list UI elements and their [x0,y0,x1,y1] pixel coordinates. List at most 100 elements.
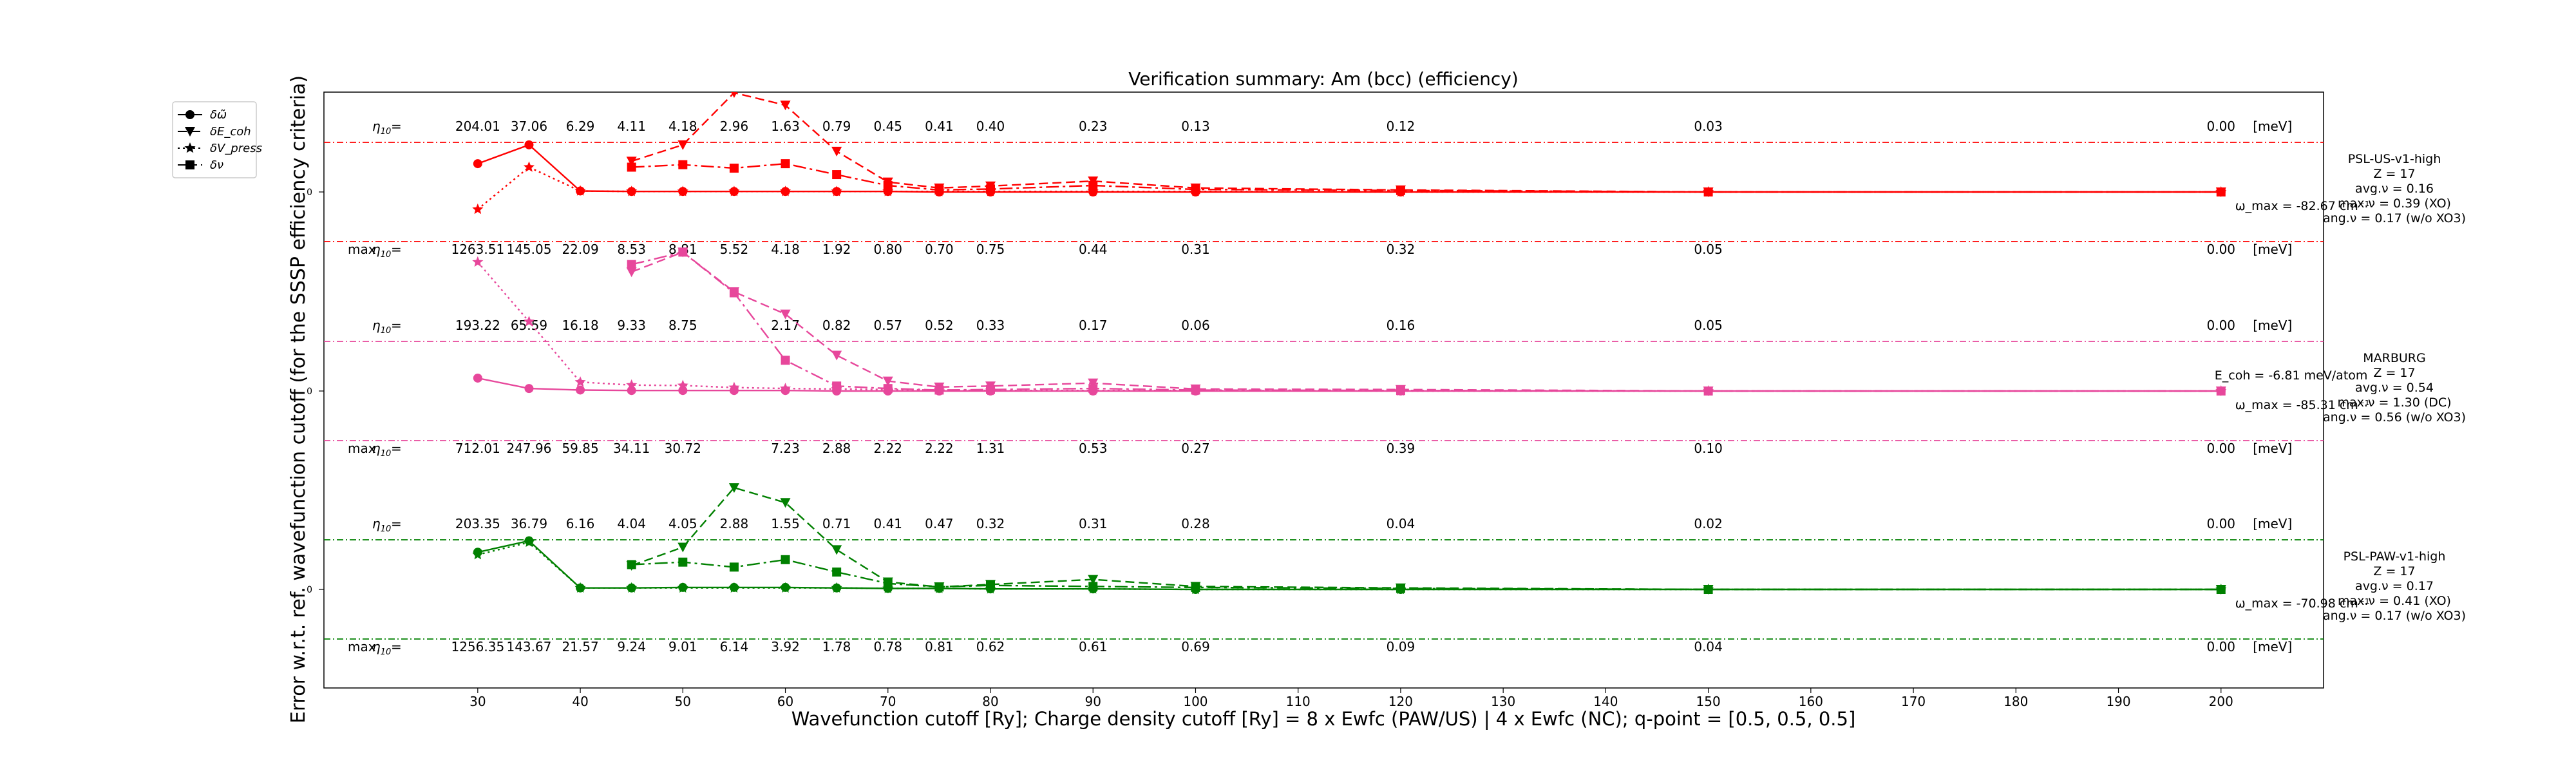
point-vpress [472,549,484,560]
x-tick-label-150: 150 [1696,694,1721,709]
max-eta10-label: η10 [372,242,391,260]
eta10-value: 0.31 [1079,516,1108,531]
x-tick-label-50: 50 [675,694,691,709]
eta10-value: 0.13 [1181,119,1210,134]
point-nu [1396,386,1405,396]
max-eta10-value: 0.62 [976,639,1005,654]
max-eta10-value: 8.53 [617,242,646,257]
eta10-value: 0.17 [1079,318,1108,333]
x-tick-label-110: 110 [1286,694,1311,709]
plot-area: 30 40 50 60 70 80 90 100 110 120 130 140 150 160 170 18… [307,91,2466,709]
point-vpress [574,185,586,196]
point-ecoh [626,157,637,167]
eta10-value: 2.96 [720,119,749,134]
panel-info-line: avg.ν = 0.17 [2355,579,2434,593]
max-eta10-value: 9.24 [617,639,646,654]
point-vpress [626,186,638,196]
point-omega [473,159,482,169]
legend-label-omega: δω̃ [210,108,227,122]
point-nu [729,288,739,298]
eta10-value: 0.02 [1694,516,1723,531]
point-ecoh [728,483,739,493]
eta10-value: 0.16 [1387,318,1416,333]
legend-label-nu: δν [210,158,223,172]
eta10-value: 0.28 [1181,516,1210,531]
eta10-value: 2.88 [720,516,749,531]
x-tick-label-180: 180 [2003,694,2028,709]
eta10-value: 6.16 [566,516,595,531]
point-ecoh [626,267,637,278]
series-line-nu [631,162,2221,193]
max-eta10-equals: = [391,639,402,654]
point-ecoh [677,542,688,553]
point-vpress [523,161,535,172]
point-ecoh [882,376,893,386]
point-vpress [574,582,586,593]
point-ecoh [780,309,791,320]
eta10-value: 0.04 [1387,516,1416,531]
point-nu [883,578,893,588]
panel-info-line: ang.ν = 0.17 (w/o XO3) [2323,211,2466,225]
eta10-equals: = [391,119,402,134]
max-eta10-label: η10 [372,441,391,459]
x-tick-label-80: 80 [982,694,998,709]
x-tick-label-160: 160 [1799,694,1823,709]
eta10-value: 0.12 [1387,119,1416,134]
point-vpress [780,383,791,394]
max-eta10-value: 9.01 [668,639,697,654]
max-eta10-value: 59.85 [562,441,598,456]
eta10-value: 0.32 [976,516,1005,531]
eta10-value: 1.63 [771,119,800,134]
eta10-value: 2.17 [771,318,800,333]
series-line-ecoh [631,486,2221,591]
point-nu [934,385,944,395]
point-nu [883,384,893,394]
eta10-value: 8.75 [668,318,697,333]
eta10-value: 6.29 [566,119,595,134]
max-eta10-value: 3.92 [771,639,800,654]
x-tick-label-70: 70 [880,694,896,709]
eta10-value: 0.71 [822,516,851,531]
eta10-value: 0.00 [2207,119,2236,134]
point-vpress [831,582,842,593]
eta10-value: 0.00 [2207,318,2236,333]
eta10-value: 0.23 [1079,119,1108,134]
max-eta10-label-text: max [348,639,376,654]
max-eta10-value: 2.88 [822,441,851,456]
max-eta10-unit: [meV] [2253,242,2292,257]
eta10-value: 193.22 [455,318,500,333]
series-line-vpress [477,262,2221,392]
eta10-value: 0.03 [1694,119,1723,134]
series-line-vpress [477,166,2221,210]
max-eta10-value: 2.22 [925,441,954,456]
panel-info-line: Z = 17 [2373,564,2415,578]
eta10-label: η10 [372,516,391,534]
eta10-label: η10 [372,318,391,336]
max-eta10-value: 0.78 [874,639,903,654]
point-vpress [677,186,688,196]
point-nu [1703,585,1713,594]
x-tick-label-100: 100 [1183,694,1208,709]
point-vpress [728,582,740,593]
y-axis-label: Error w.r.t. ref. wavefunction cutoff (f… [287,75,310,723]
point-vpress [882,186,894,196]
x-tick-label-120: 120 [1388,694,1413,709]
max-eta10-equals: = [391,242,402,257]
point-ecoh [780,100,791,111]
point-omega [524,140,534,149]
max-eta10-value: 0.69 [1181,639,1210,654]
panel-info-line: max.ν = 0.39 (XO) [2338,196,2451,211]
point-omega [473,373,482,383]
point-nu [1191,385,1200,395]
point-vpress [523,316,535,327]
max-eta10-value: 1.92 [822,242,851,257]
panel-info-line: avg.ν = 0.16 [2355,182,2434,196]
point-nu [678,247,688,257]
panel-info-line: ang.ν = 0.17 (w/o XO3) [2323,609,2466,623]
point-ecoh [731,92,737,98]
x-tick-label-190: 190 [2106,694,2130,709]
max-eta10-value: 247.96 [506,441,551,456]
eta10-value: 0.00 [2207,516,2236,531]
